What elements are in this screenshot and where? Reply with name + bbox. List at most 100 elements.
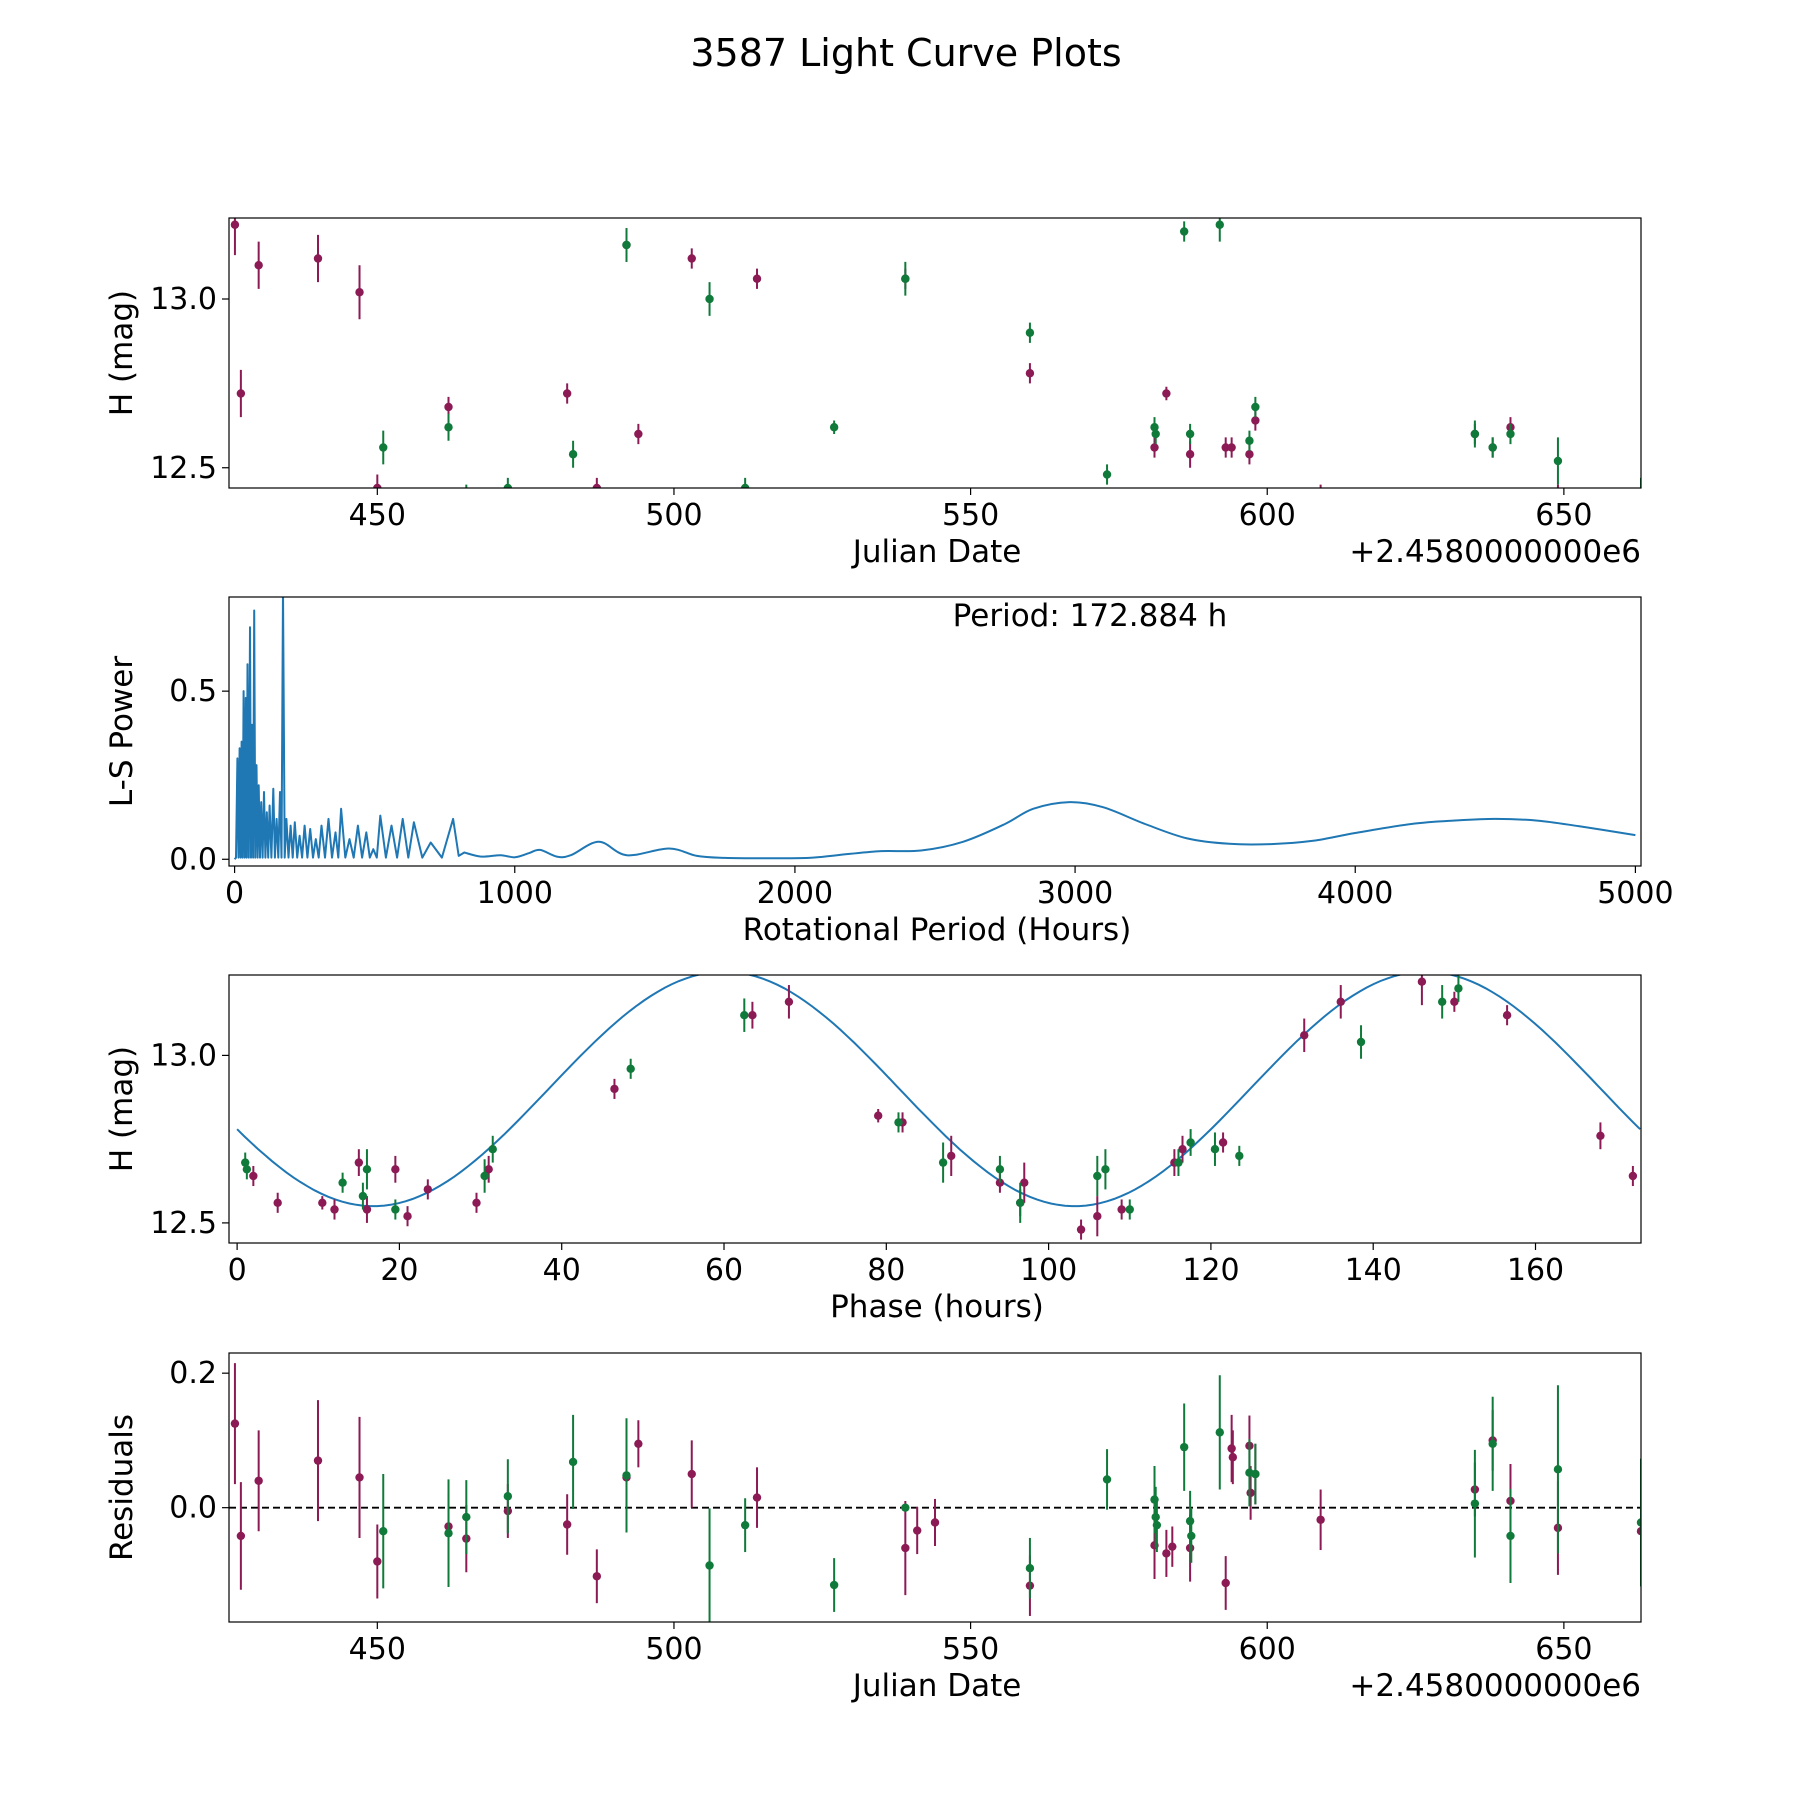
x-axis-label: Rotational Period (Hours) [743, 912, 1132, 948]
x-tick-label: 4000 [1317, 876, 1393, 911]
data-point [1553, 456, 1563, 466]
data-point [1185, 1516, 1195, 1526]
data-point [562, 1520, 572, 1529]
data-point [1245, 436, 1254, 445]
axes-frame [228, 596, 1642, 867]
axes-frame [228, 1352, 1642, 1623]
data-point [1628, 1171, 1638, 1181]
y-tick-label: 13.0 [150, 1038, 217, 1073]
data-point [873, 1111, 883, 1120]
data-point [1101, 1165, 1110, 1174]
panel-4: 450 500 550 600 650 0.0 0.2 Julian Date Residual… [104, 1352, 1642, 1704]
data-point [1251, 416, 1260, 425]
data-point [687, 254, 696, 263]
x-tick-label: 140 [1345, 1253, 1402, 1288]
data-point [1152, 1520, 1162, 1530]
data-point [1151, 1512, 1160, 1522]
data-point [1506, 1531, 1515, 1541]
data-point [313, 1456, 323, 1465]
data-point [829, 1580, 839, 1590]
data-point [1316, 1515, 1325, 1524]
data-point [273, 1198, 282, 1208]
data-point [592, 1572, 602, 1581]
y-tick-label: 12.5 [150, 1206, 217, 1241]
data-point [1025, 328, 1035, 337]
data-point [1020, 1178, 1029, 1187]
y-tick-label: 0.0 [169, 1491, 217, 1526]
x-tick-label: 3000 [1037, 876, 1113, 911]
data-point [230, 220, 240, 229]
data-point [444, 402, 453, 412]
x-axis-label: Julian Date [851, 1668, 1022, 1704]
data-point [1470, 429, 1480, 439]
data-point [610, 1084, 619, 1094]
data-point [1245, 450, 1254, 459]
y-axis-label: L-S Power [104, 656, 140, 807]
data-point [403, 1212, 412, 1221]
panel-2: 0 1000 2000 3000 4000 5000 0.0 0.5 Rotational Pe… [104, 596, 1674, 948]
x-axis-label: Julian Date [851, 534, 1022, 570]
data-point [379, 1527, 388, 1536]
x-tick-label: 100 [1020, 1253, 1077, 1288]
data-point [626, 1064, 635, 1074]
x-tick-label: 450 [349, 1632, 406, 1667]
data-point [254, 1476, 263, 1485]
x-tick-label: 80 [867, 1253, 905, 1288]
data-point [1016, 1198, 1025, 1208]
data-point [480, 1171, 489, 1181]
data-point [318, 1198, 327, 1208]
data-point [1553, 1465, 1563, 1474]
data-point [373, 1557, 382, 1566]
series-filter_b [379, 1375, 1641, 1622]
data-point [330, 1205, 339, 1214]
x-tick-label: 5000 [1597, 876, 1673, 911]
data-point [1502, 1011, 1512, 1020]
data-point [829, 423, 839, 432]
data-point [995, 1165, 1005, 1174]
data-point [748, 1011, 757, 1020]
x-tick-label: 40 [543, 1253, 581, 1288]
y-tick-label: 0.0 [169, 842, 217, 877]
data-point [634, 1439, 643, 1448]
data-point [1174, 1158, 1183, 1167]
series-filter_b [241, 975, 1463, 1223]
data-point [472, 1198, 481, 1208]
data-point [1162, 1549, 1171, 1558]
data-point [1636, 1527, 1641, 1536]
data-point [1093, 1212, 1102, 1221]
data-point [1215, 1428, 1224, 1437]
data-point [1125, 1205, 1134, 1214]
data-point [1227, 443, 1236, 452]
data-point [1596, 1131, 1605, 1141]
data-point [373, 483, 382, 488]
data-point [1185, 450, 1195, 459]
data-point [740, 1520, 750, 1530]
data-point [1025, 369, 1035, 378]
data-point [444, 1529, 453, 1538]
data-point [1454, 984, 1463, 993]
x-tick-label: 600 [1239, 498, 1296, 533]
x-tick-label: 120 [1182, 1253, 1239, 1288]
x-tick-label: 20 [380, 1253, 418, 1288]
data-point [1187, 1531, 1196, 1541]
data-point [236, 1531, 246, 1541]
data-point [1228, 1453, 1238, 1462]
data-point [503, 1492, 513, 1501]
data-point [1450, 997, 1459, 1006]
data-point [622, 240, 631, 250]
x-offset-label: +2.4580000000e6 [1349, 1668, 1641, 1704]
data-point [784, 997, 794, 1006]
data-point [568, 1457, 578, 1467]
period-annotation: Period: 172.884 h [953, 598, 1228, 634]
data-point [687, 1469, 696, 1479]
x-tick-label: 650 [1535, 498, 1592, 533]
x-tick-label: 600 [1239, 1632, 1296, 1667]
plot-area [233, 597, 1636, 860]
y-axis-label: H (mag) [104, 290, 140, 416]
data-point [423, 1185, 433, 1194]
data-point [1235, 1151, 1244, 1161]
data-point [1179, 227, 1189, 236]
data-point [1102, 470, 1112, 479]
data-point [1506, 429, 1515, 439]
data-point [1470, 1499, 1480, 1508]
